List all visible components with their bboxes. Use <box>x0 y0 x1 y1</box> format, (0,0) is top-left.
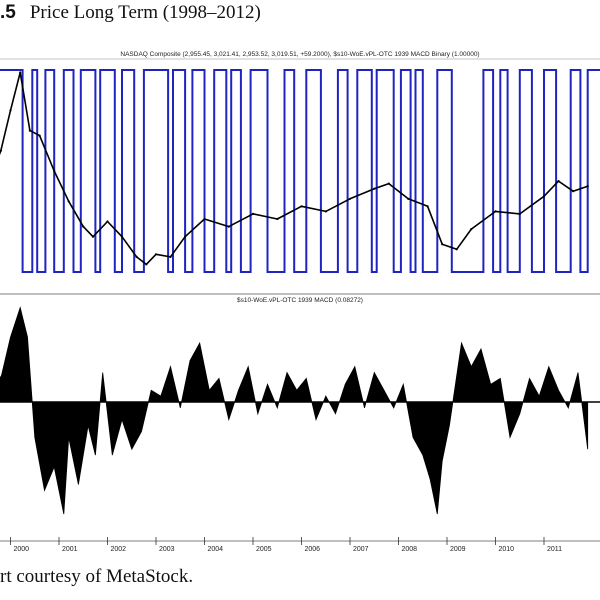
x-tick-label: 2009 <box>450 546 466 553</box>
top-panel-title: NASDAQ Composite (2,955.45, 3,021.41, 2,… <box>120 51 479 58</box>
price-point <box>154 253 158 256</box>
x-tick-label: 2006 <box>305 546 321 553</box>
bottom-panel-title: $s10-WoE.vPL-OTC 1939 MACD (0.08272) <box>237 297 363 304</box>
price-point <box>470 228 473 231</box>
price-point <box>426 205 429 208</box>
price-point <box>38 134 41 137</box>
x-tick-label: 2003 <box>159 546 175 553</box>
price-line-layer <box>0 71 589 266</box>
price-point <box>91 235 95 238</box>
price-point <box>251 212 255 215</box>
price-point <box>120 235 124 238</box>
price-point <box>82 225 85 228</box>
chart-credit: rt courtesy of MetaStock. <box>0 566 194 587</box>
price-point <box>407 197 410 200</box>
price-point <box>557 180 560 183</box>
x-tick-label: 2007 <box>353 546 369 553</box>
price-point <box>324 210 327 213</box>
figure-number: .5 <box>0 2 16 23</box>
x-tick-label: 2005 <box>256 546 272 553</box>
binary-signal-layer <box>0 69 600 273</box>
x-tick-label: 2002 <box>111 546 127 553</box>
figure-title: Price Long Term (1998–2012) <box>29 2 261 23</box>
price-point <box>441 243 444 246</box>
price-point <box>542 195 546 198</box>
price-point <box>203 217 206 221</box>
price-point <box>572 190 575 193</box>
figure-heading: .5 Price Long Term (1998–2012) <box>0 2 261 24</box>
macd-histogram-layer <box>0 306 600 515</box>
price-point <box>276 217 279 221</box>
x-tick-label: 2000 <box>14 546 30 553</box>
price-point <box>67 200 70 203</box>
macd-area <box>0 306 589 515</box>
price-point <box>135 255 138 258</box>
price-point <box>494 210 497 213</box>
price-point <box>387 182 390 185</box>
price-point <box>53 169 56 173</box>
price-point <box>373 187 376 190</box>
binary-signal-line <box>0 69 600 273</box>
x-axis-ticks: 2000 2001 2002 2003 2004 2005 2006 2007 2008 2009… <box>10 537 562 553</box>
chart-canvas: NASDAQ Composite (2,955.45, 3,021.41, 2,… <box>0 51 600 553</box>
x-tick-label: 2004 <box>208 546 224 553</box>
x-tick-label: 2008 <box>402 546 418 553</box>
price-point <box>145 263 148 266</box>
price-point <box>184 235 187 238</box>
price-point <box>0 149 2 152</box>
price-point <box>169 255 172 258</box>
x-tick-label: 2011 <box>547 546 562 553</box>
price-point <box>300 205 303 208</box>
price-point <box>28 129 31 132</box>
price-point <box>9 109 12 112</box>
price-point <box>348 197 352 200</box>
price-point <box>586 185 589 188</box>
x-tick-label: 2010 <box>499 546 515 553</box>
price-point <box>19 71 22 74</box>
price-point <box>106 220 109 223</box>
x-tick-label: 2001 <box>62 546 78 553</box>
price-point <box>518 212 521 215</box>
price-point <box>227 225 230 228</box>
price-point <box>455 248 458 251</box>
